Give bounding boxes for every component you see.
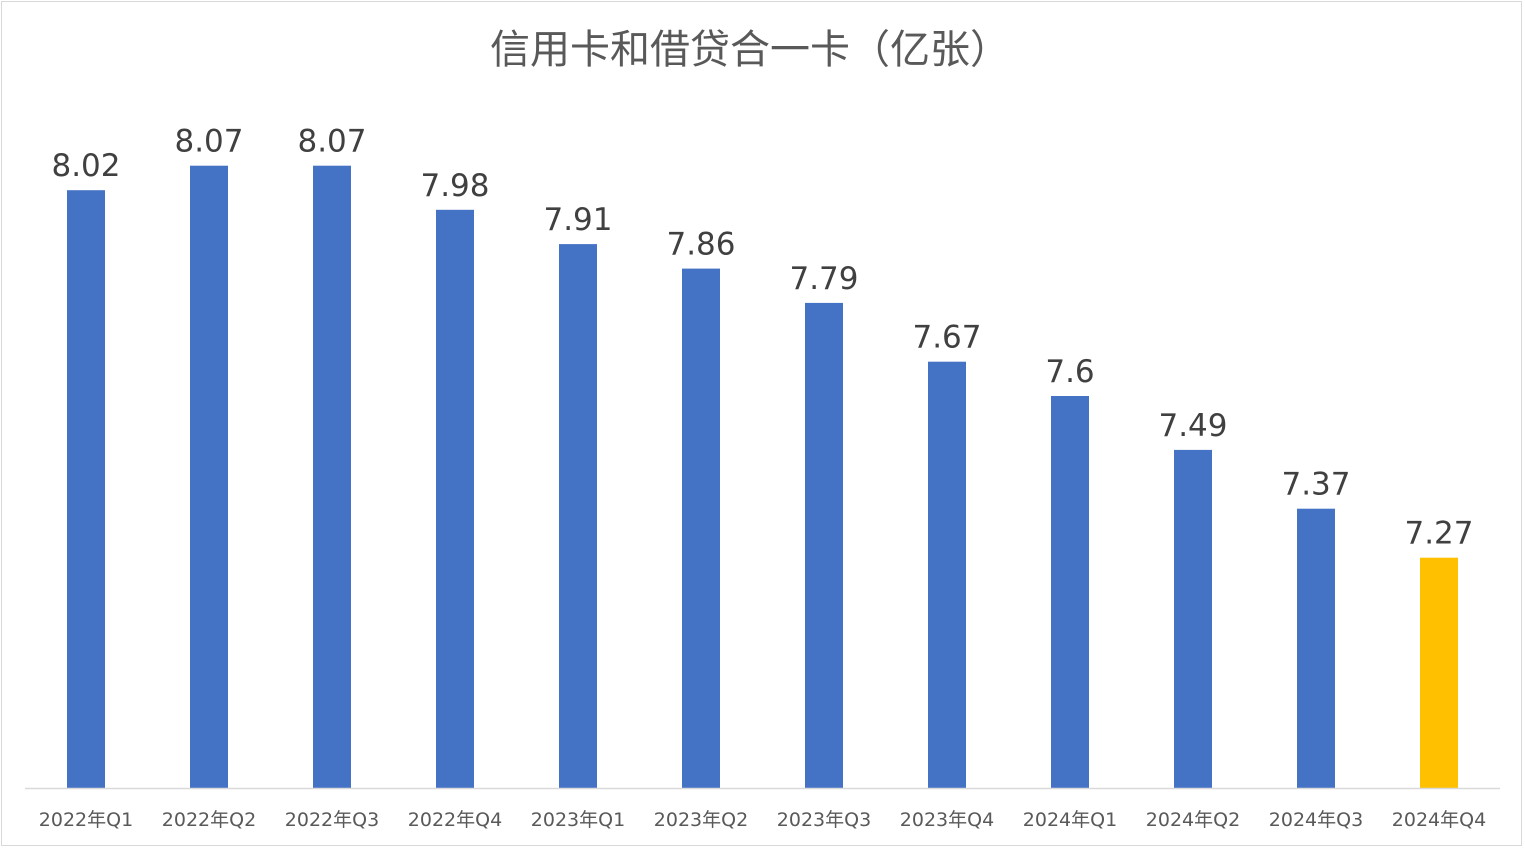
x-tick-label: 2023年Q3 <box>777 809 871 831</box>
data-label: 7.91 <box>543 202 612 238</box>
bar <box>1174 449 1212 788</box>
data-label: 7.67 <box>912 320 981 356</box>
data-label: 8.02 <box>51 148 120 184</box>
bar <box>313 165 351 788</box>
bar <box>1051 396 1089 788</box>
data-label: 7.49 <box>1158 408 1227 444</box>
data-label: 7.98 <box>420 168 489 204</box>
data-label: 7.79 <box>789 261 858 297</box>
bar <box>436 209 474 789</box>
bar <box>1297 508 1335 788</box>
x-tick-label: 2022年Q1 <box>39 809 133 831</box>
bar <box>682 268 720 789</box>
data-label: 8.07 <box>297 124 366 160</box>
x-tick-label: 2024年Q2 <box>1146 809 1240 831</box>
data-label: 7.27 <box>1404 516 1473 552</box>
chart-title: 信用卡和借贷合一卡（亿张） <box>490 27 1010 73</box>
bar <box>805 302 843 788</box>
bar <box>190 165 228 788</box>
data-label: 7.86 <box>666 227 735 263</box>
x-tick-label: 2022年Q4 <box>408 809 502 831</box>
x-tick-label: 2024年Q4 <box>1392 809 1486 831</box>
x-tick-label: 2023年Q2 <box>654 809 748 831</box>
x-tick-label: 2022年Q2 <box>162 809 256 831</box>
bar <box>928 361 966 788</box>
data-label: 8.07 <box>174 124 243 160</box>
x-tick-label: 2022年Q3 <box>285 809 379 831</box>
data-label: 7.37 <box>1281 467 1350 503</box>
bar <box>1420 557 1458 788</box>
bar <box>67 190 105 788</box>
x-tick-label: 2023年Q4 <box>900 809 994 831</box>
x-tick-label: 2023年Q1 <box>531 809 625 831</box>
bar <box>559 244 597 789</box>
data-label: 7.6 <box>1045 354 1094 390</box>
x-tick-label: 2024年Q1 <box>1023 809 1117 831</box>
x-tick-label: 2024年Q3 <box>1269 809 1363 831</box>
